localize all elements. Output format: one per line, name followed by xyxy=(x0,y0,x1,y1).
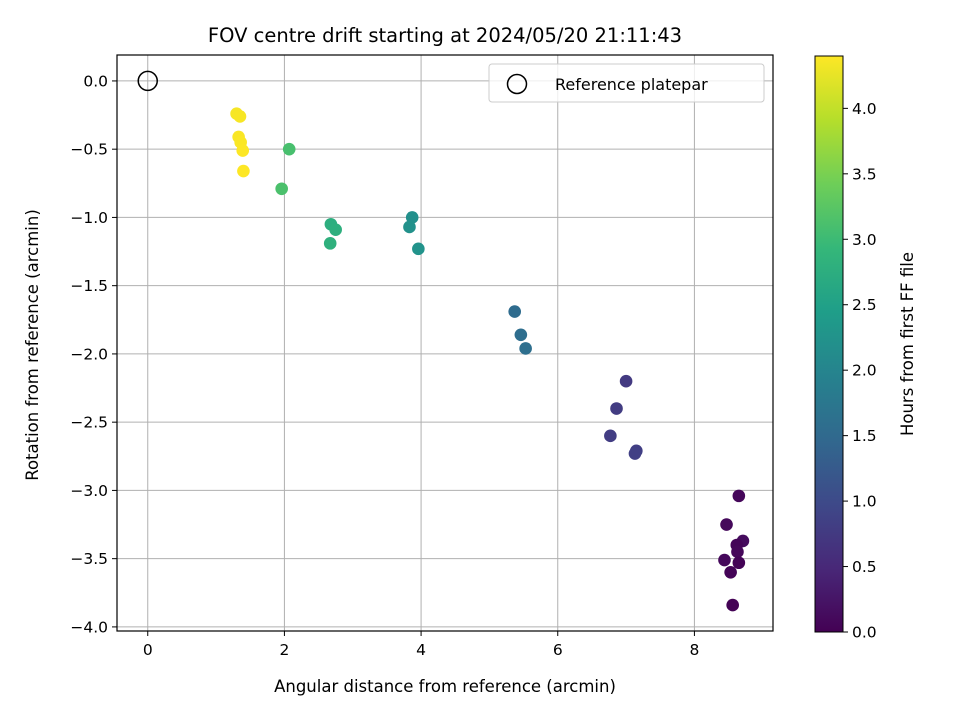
x-tick-label: 2 xyxy=(279,641,289,659)
data-point xyxy=(329,223,342,237)
data-point xyxy=(628,447,642,460)
data-point xyxy=(610,402,623,415)
y-tick-label: 0.0 xyxy=(83,72,108,90)
data-point xyxy=(619,374,633,388)
y-axis-label: Rotation from reference (arcmin) xyxy=(23,209,42,481)
data-point xyxy=(731,545,744,559)
data-point xyxy=(718,553,731,567)
x-tick-label: 6 xyxy=(553,641,563,659)
y-tick-label: −4.0 xyxy=(70,618,108,636)
x-tick-label: 0 xyxy=(143,641,153,659)
colorbar-tick-label: 0.0 xyxy=(852,624,877,642)
y-tick-label: −1.0 xyxy=(70,209,108,227)
colorbar-label: Hours from first FF file xyxy=(898,252,917,436)
y-tick-label: −3.5 xyxy=(70,550,108,568)
x-axis-ticks: 0 2 4 6 8 xyxy=(143,631,699,659)
colorbar-tick-label: 3.5 xyxy=(852,165,877,183)
data-point xyxy=(282,142,296,156)
legend-marker-reference xyxy=(506,73,528,95)
data-point xyxy=(720,518,733,531)
colorbar-tick-label: 1.0 xyxy=(852,493,877,511)
colorbar-ticks: 0.0 0.5 1.0 1.5 2.0 2.5 3.0 3.5 4.0 xyxy=(843,100,877,642)
data-points xyxy=(137,70,750,612)
x-tick-label: 4 xyxy=(416,641,426,659)
data-point xyxy=(412,242,425,256)
chart-title: FOV centre drift starting at 2024/05/20 … xyxy=(208,24,682,47)
data-point xyxy=(323,237,337,250)
colorbar-tick-label: 1.5 xyxy=(852,427,877,445)
data-point xyxy=(732,489,746,503)
data-point xyxy=(403,220,416,234)
legend-box xyxy=(488,63,765,103)
data-point xyxy=(236,144,250,157)
legend-label-reference: Reference platepar xyxy=(555,75,708,94)
x-axis-label: Angular distance from reference (arcmin) xyxy=(274,677,616,696)
plot-background xyxy=(117,55,773,631)
plot-frame xyxy=(116,54,774,632)
y-tick-label: −2.0 xyxy=(70,345,108,363)
y-tick-label: −1.5 xyxy=(70,277,108,295)
data-point xyxy=(508,305,521,318)
data-point xyxy=(514,328,528,342)
data-point xyxy=(519,342,532,355)
colorbar-tick-label: 3.0 xyxy=(852,231,877,249)
grid-lines xyxy=(117,55,773,631)
colorbar-tick-label: 2.5 xyxy=(852,296,877,314)
data-point xyxy=(732,556,746,570)
legend: Reference platepar xyxy=(488,63,765,103)
data-point xyxy=(405,211,419,224)
y-tick-label: −2.5 xyxy=(70,414,108,432)
data-point xyxy=(604,429,617,443)
data-point xyxy=(724,566,737,579)
colorbar-gradient xyxy=(814,55,844,633)
y-axis-ticks: 0.0 −0.5 −1.0 −1.5 −2.0 −2.5 −3.0 −3.5 −4.0 xyxy=(70,72,117,636)
colorbar-tick-label: 2.0 xyxy=(852,362,877,380)
reference-platepar-marker xyxy=(137,70,158,92)
data-point xyxy=(275,182,288,196)
colorbar-tick-label: 0.5 xyxy=(852,558,877,576)
y-tick-label: −3.0 xyxy=(70,482,108,500)
data-point xyxy=(233,110,247,123)
x-tick-label: 8 xyxy=(689,641,699,659)
colorbar-tick-label: 4.0 xyxy=(852,100,877,118)
data-point xyxy=(237,164,250,178)
y-tick-label: −0.5 xyxy=(70,141,108,159)
data-point xyxy=(726,598,739,612)
colorbar: 0.0 0.5 1.0 1.5 2.0 2.5 3.0 3.5 4.0 Hours from f… xyxy=(814,55,917,642)
